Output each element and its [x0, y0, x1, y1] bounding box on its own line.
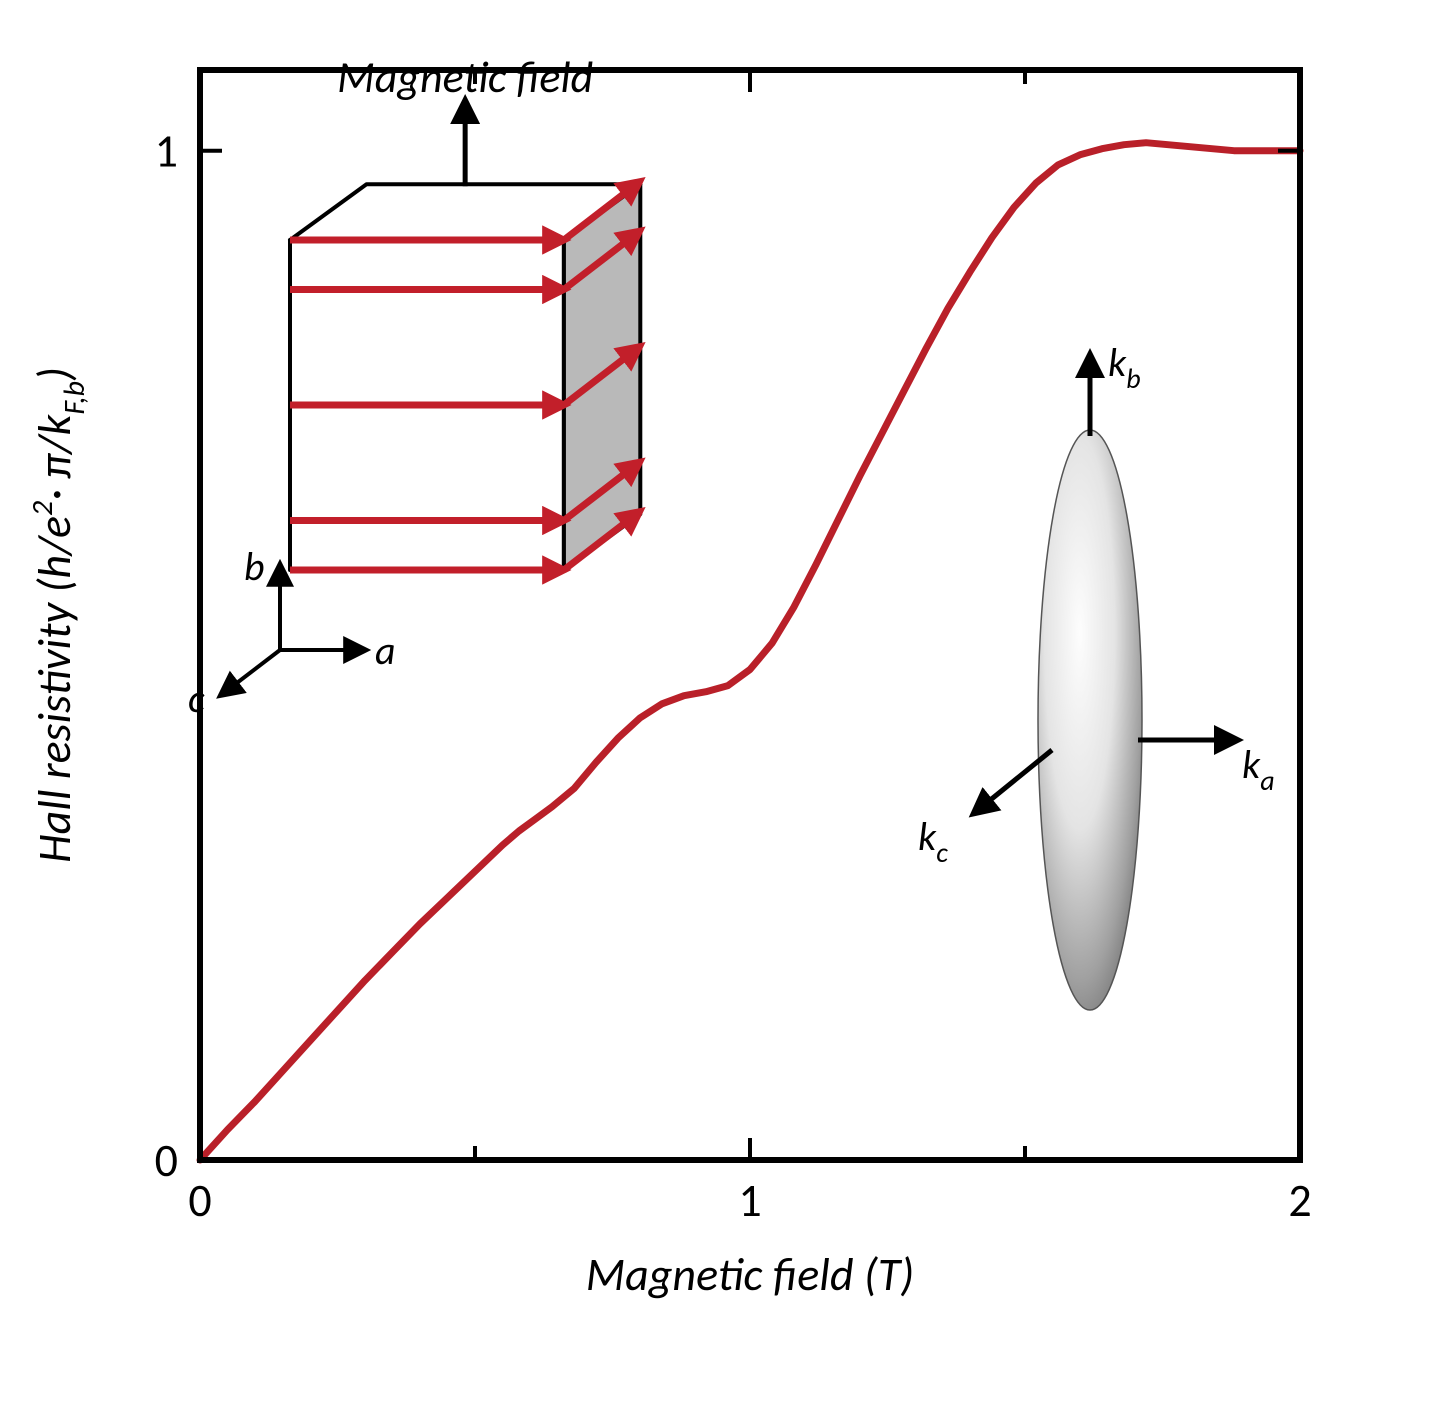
inset-cube: Magnetic fieldabc [188, 50, 640, 723]
svg-text:0: 0 [188, 1173, 211, 1229]
svg-text:a: a [375, 626, 396, 675]
x-axis-label: Magnetic field (T) [586, 1247, 914, 1303]
svg-text:Magnetic field: Magnetic field [337, 50, 593, 104]
svg-text:2: 2 [1288, 1173, 1311, 1229]
svg-text:ka: ka [1242, 740, 1275, 798]
svg-text:kc: kc [918, 812, 948, 870]
figure-root: 0 1 2 0 1 Magnetic field (T) Hall resistivit… [0, 0, 1440, 1412]
svg-text:b: b [244, 542, 265, 591]
inset-ellipsoid: kb ka kc [918, 338, 1275, 1010]
y-axis-label: Hall resistivity (h/e2· π/kF,b) [25, 367, 93, 863]
svg-text:0: 0 [155, 1133, 178, 1189]
svg-text:1: 1 [155, 124, 178, 180]
svg-text:kb: kb [1108, 338, 1141, 396]
svg-text:1: 1 [738, 1173, 761, 1229]
chart-svg: 0 1 2 0 1 Magnetic field (T) Hall resistivit… [0, 0, 1440, 1412]
